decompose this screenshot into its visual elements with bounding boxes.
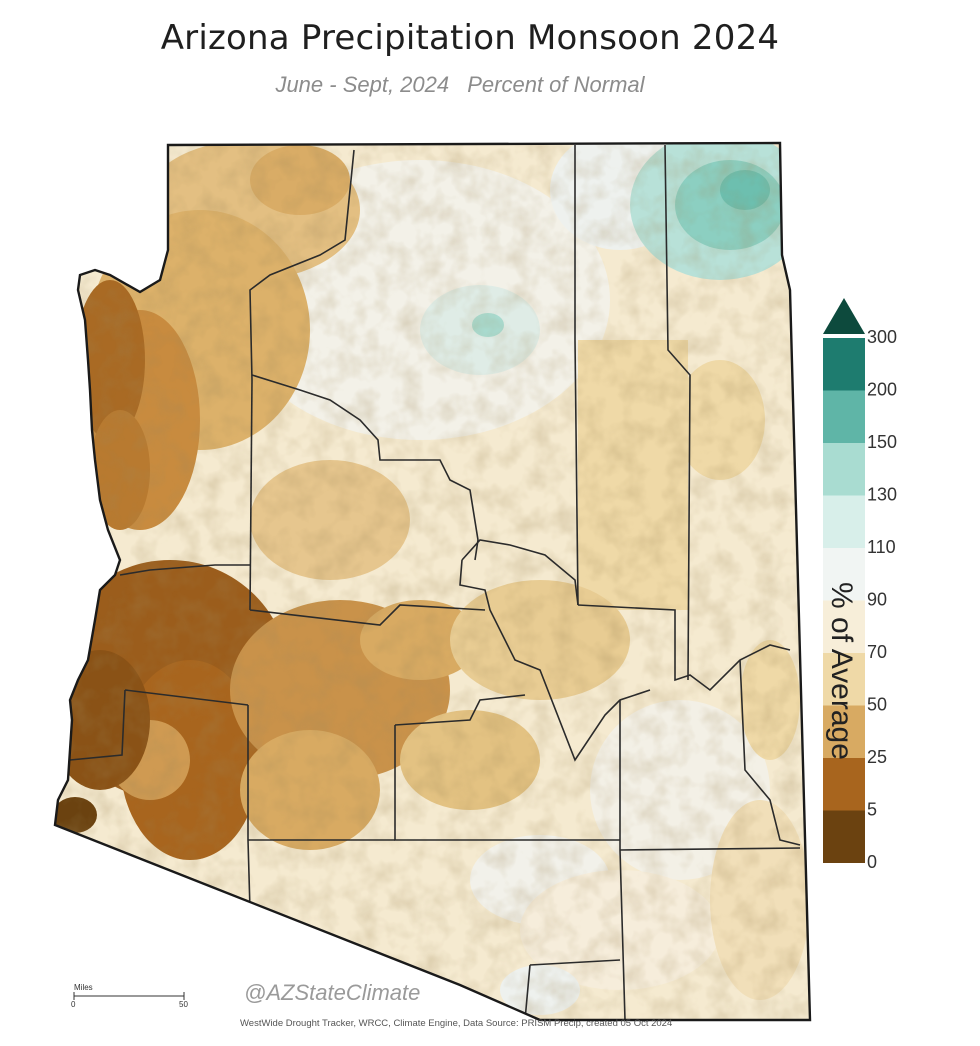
subtitle-period: June - Sept, 2024 <box>275 72 450 97</box>
legend-break-label: 200 <box>867 380 897 400</box>
legend-swatch <box>823 495 865 548</box>
legend-break-label: 130 <box>867 485 897 505</box>
legend-overflow-arrow <box>823 298 865 334</box>
legend-title: % of Average <box>825 582 858 760</box>
legend-swatch <box>823 653 865 706</box>
scale-unit: Miles <box>74 983 93 992</box>
legend-break-label: 300 <box>867 327 897 347</box>
scale-start: 0 <box>71 1000 76 1009</box>
legend-break-label: 0 <box>867 852 877 872</box>
legend-swatch <box>823 810 865 863</box>
legend-swatch <box>823 548 865 601</box>
scale-end: 50 <box>179 1000 188 1009</box>
legend-break-label: 90 <box>867 590 887 610</box>
map-title: Arizona Precipitation Monsoon 2024 <box>160 18 780 58</box>
map-subtitle: June - Sept, 2024 Percent of Normal <box>0 72 920 98</box>
legend-break-label: 25 <box>867 747 887 767</box>
legend-break-label: 5 <box>867 800 877 820</box>
legend-swatch <box>823 705 865 758</box>
legend-swatch <box>823 338 865 391</box>
scale-bar <box>73 992 185 1000</box>
legend-swatch <box>823 600 865 653</box>
watermark-handle: @AZStateClimate <box>244 980 421 1005</box>
legend-swatch <box>823 758 865 811</box>
state-border <box>53 141 812 1022</box>
legend-swatch <box>823 443 865 496</box>
legend-swatch <box>823 390 865 443</box>
legend-break-label: 110 <box>867 537 896 557</box>
subtitle-measure: Percent of Normal <box>467 72 645 97</box>
county-boundaries <box>69 144 801 1020</box>
precipitation-field <box>55 143 810 1020</box>
legend-break-label: 70 <box>867 642 887 662</box>
legend-break-label: 150 <box>867 432 897 452</box>
data-credits: WestWide Drought Tracker, WRCC, Climate … <box>240 1018 673 1029</box>
legend-break-label: 50 <box>867 695 887 715</box>
